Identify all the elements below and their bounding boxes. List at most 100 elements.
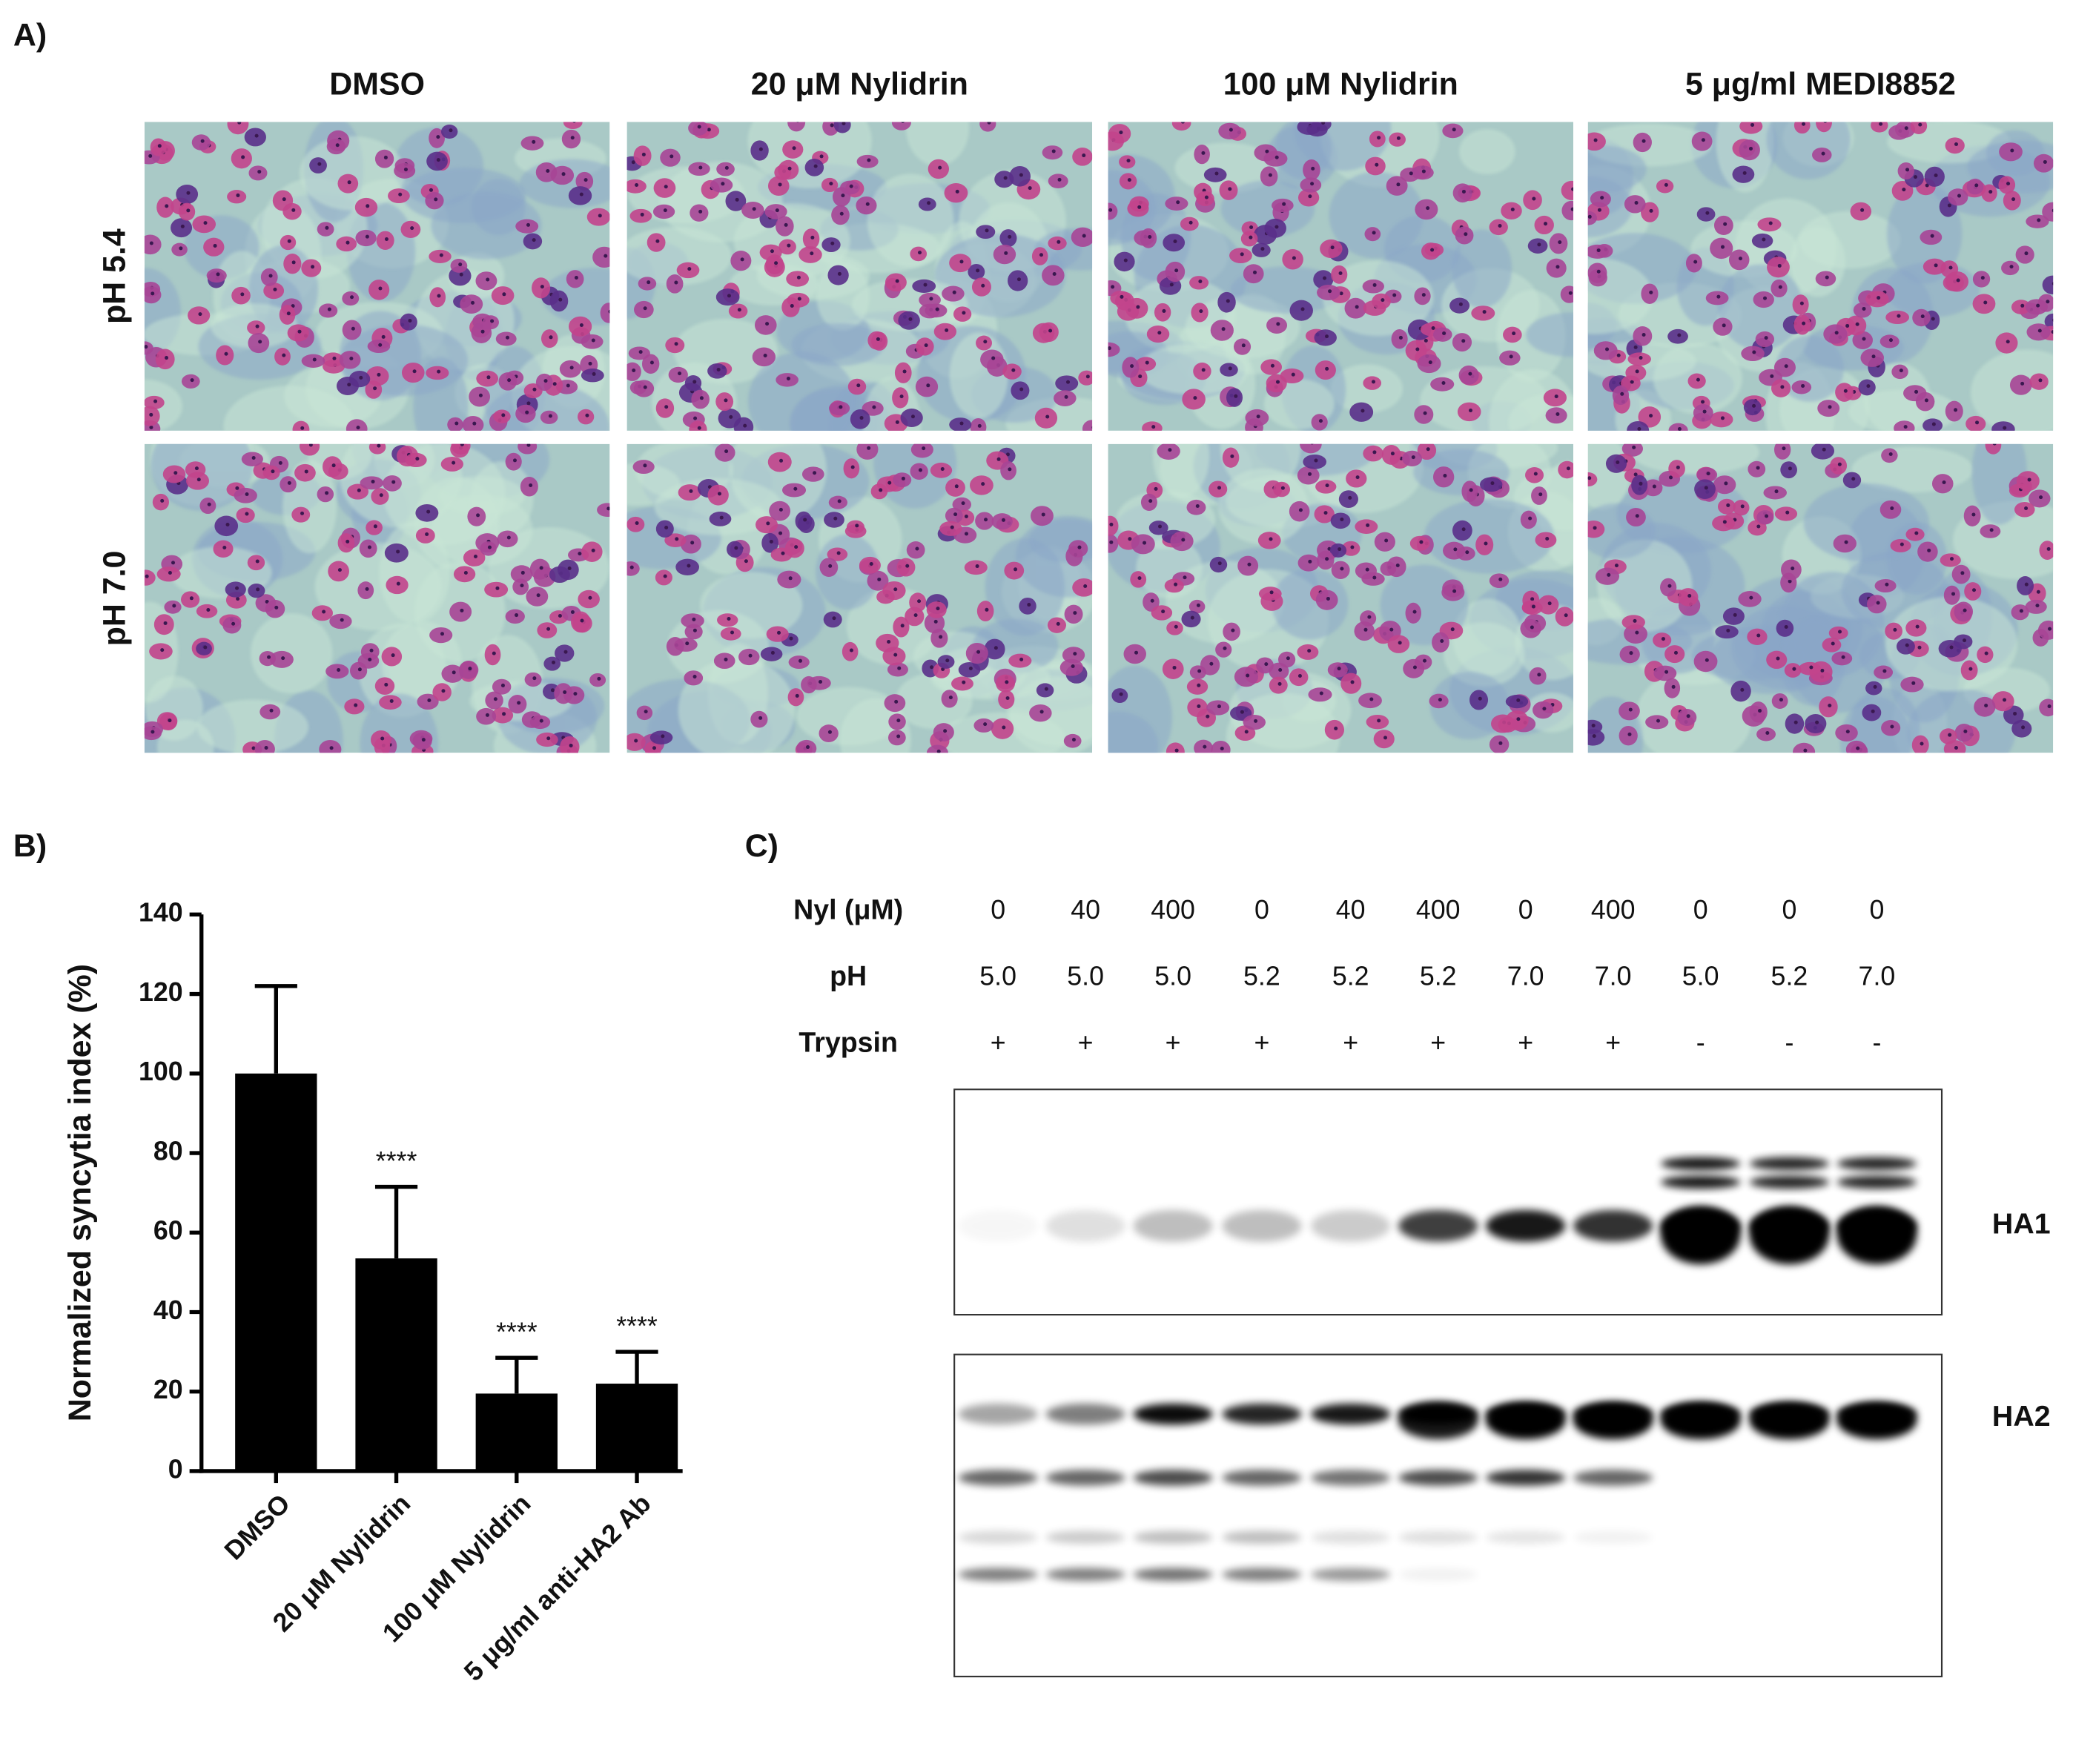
cell-nucleus bbox=[1421, 242, 1441, 260]
nucleolus bbox=[865, 202, 870, 206]
nucleolus bbox=[876, 337, 880, 341]
nucleolus bbox=[778, 507, 783, 512]
cell-nucleus bbox=[301, 354, 325, 368]
nucleolus bbox=[968, 666, 973, 670]
cell-nucleus bbox=[1243, 715, 1266, 730]
nucleolus bbox=[1762, 237, 1766, 242]
nucleolus bbox=[354, 703, 358, 707]
cell-nucleus bbox=[1771, 279, 1788, 297]
nucleolus bbox=[774, 261, 778, 265]
cell-nucleus bbox=[1793, 742, 1816, 753]
nucleolus bbox=[1763, 296, 1768, 300]
nucleolus bbox=[1310, 182, 1315, 186]
nucleolus bbox=[1542, 707, 1547, 711]
cell-nucleus bbox=[178, 202, 196, 221]
nucleolus bbox=[1544, 222, 1548, 226]
cell-nucleus bbox=[1203, 167, 1227, 182]
cell-nucleus bbox=[1064, 604, 1083, 624]
cell-nucleus bbox=[684, 670, 704, 686]
nucleolus bbox=[331, 463, 336, 468]
nucleolus bbox=[1855, 322, 1859, 326]
nucleolus bbox=[758, 147, 763, 151]
cell-nucleus bbox=[1896, 638, 1915, 655]
nucleolus bbox=[1791, 566, 1795, 571]
cell-nucleus bbox=[388, 188, 410, 203]
nucleolus bbox=[186, 208, 191, 213]
nucleolus bbox=[678, 371, 682, 376]
micrograph bbox=[1108, 443, 1574, 753]
nucleolus bbox=[1635, 630, 1639, 635]
cell-nucleus bbox=[971, 277, 991, 297]
nucleolus bbox=[856, 383, 861, 388]
cell-nucleus bbox=[1660, 578, 1677, 597]
nucleolus bbox=[1701, 400, 1705, 404]
cell-nucleus bbox=[626, 362, 641, 381]
nucleolus bbox=[1960, 571, 1965, 575]
nucleolus bbox=[346, 539, 350, 544]
nucleolus bbox=[1724, 481, 1728, 486]
cell-nucleus bbox=[1211, 740, 1231, 753]
nucleolus bbox=[349, 357, 354, 361]
nucleolus bbox=[716, 368, 721, 372]
nucleolus bbox=[282, 353, 286, 357]
nucleolus bbox=[1371, 380, 1375, 384]
nucleolus bbox=[1461, 339, 1466, 343]
cell-nucleus bbox=[1757, 217, 1782, 232]
lane-value: 5.2 bbox=[1771, 962, 1808, 991]
nucleolus bbox=[813, 164, 818, 168]
cell-nucleus bbox=[684, 375, 702, 392]
cytoplasm bbox=[1766, 122, 1851, 179]
nucleolus bbox=[574, 276, 578, 280]
cell-nucleus bbox=[1349, 402, 1374, 422]
cell-nucleus bbox=[766, 626, 789, 642]
nucleolus bbox=[1793, 720, 1798, 724]
cell-nucleus bbox=[368, 443, 386, 455]
nucleolus bbox=[779, 458, 784, 463]
nucleolus bbox=[357, 667, 362, 672]
nucleolus bbox=[1649, 290, 1653, 294]
nucleolus bbox=[1720, 245, 1725, 249]
cell-nucleus bbox=[1905, 527, 1925, 541]
nucleolus bbox=[517, 701, 521, 705]
cell-nucleus bbox=[652, 204, 675, 219]
cell-nucleus bbox=[728, 303, 748, 319]
nucleolus bbox=[1109, 540, 1114, 544]
cell-nucleus bbox=[144, 234, 162, 255]
lane-value: 5.2 bbox=[1332, 962, 1369, 991]
nucleolus bbox=[1230, 454, 1234, 458]
cell-nucleus bbox=[910, 443, 933, 458]
cell-nucleus bbox=[1111, 688, 1128, 703]
cell-nucleus bbox=[649, 730, 673, 744]
column-title: 20 μM Nylidrin bbox=[751, 67, 968, 102]
lane-value: 0 bbox=[1782, 895, 1796, 925]
cell-nucleus bbox=[248, 333, 270, 354]
nucleolus bbox=[291, 208, 296, 212]
nucleolus bbox=[895, 279, 899, 283]
cell-nucleus bbox=[1140, 493, 1157, 512]
nucleolus bbox=[829, 182, 833, 186]
nucleolus bbox=[425, 532, 429, 536]
cell-nucleus bbox=[1489, 219, 1508, 236]
nucleolus bbox=[356, 426, 360, 430]
cell-nucleus bbox=[1693, 650, 1718, 673]
cell-nucleus bbox=[1587, 262, 1607, 283]
cell-nucleus bbox=[916, 337, 934, 356]
cell-nucleus bbox=[322, 456, 343, 478]
nucleolus bbox=[1148, 234, 1152, 239]
nucleolus bbox=[1274, 225, 1279, 229]
nucleolus bbox=[171, 561, 176, 565]
cell-nucleus bbox=[236, 507, 255, 523]
nucleolus bbox=[839, 211, 844, 216]
cell-nucleus bbox=[715, 443, 735, 462]
nucleolus bbox=[1209, 661, 1214, 666]
nucleolus bbox=[196, 478, 201, 482]
cell-nucleus bbox=[1264, 218, 1286, 238]
cell-nucleus bbox=[2011, 300, 2031, 314]
cell-nucleus bbox=[1696, 467, 1718, 483]
nucleolus bbox=[1801, 383, 1805, 388]
nucleolus bbox=[631, 160, 635, 165]
cell-nucleus bbox=[299, 443, 320, 456]
nucleolus bbox=[267, 655, 271, 659]
cell-nucleus bbox=[1479, 477, 1503, 492]
nucleolus bbox=[2006, 182, 2011, 186]
